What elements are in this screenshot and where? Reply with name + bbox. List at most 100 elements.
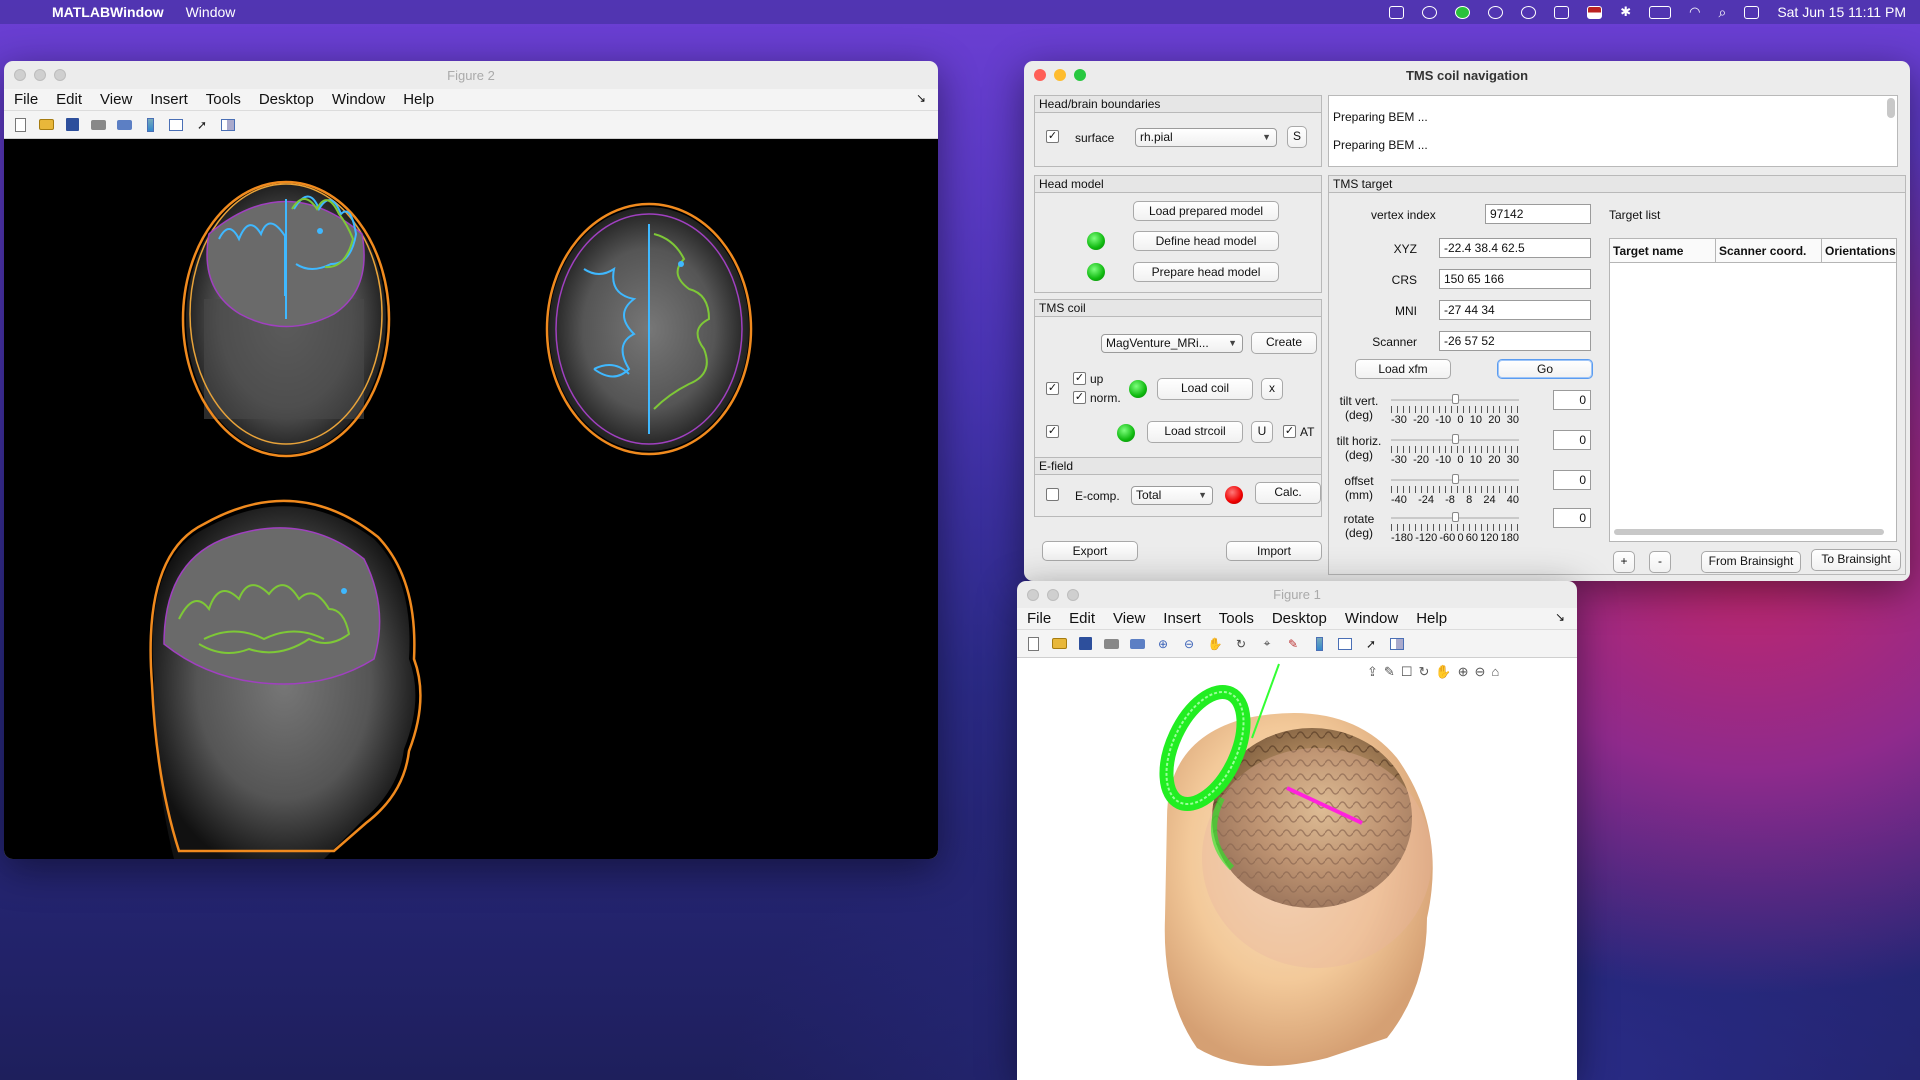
close-button[interactable] xyxy=(1034,69,1046,81)
up-checkbox[interactable]: ✓ xyxy=(1073,372,1086,385)
menu-edit[interactable]: Edit xyxy=(56,91,83,108)
flag-icon[interactable] xyxy=(1587,5,1603,19)
slider-value-input[interactable]: 0 xyxy=(1553,390,1591,410)
zoom-button[interactable] xyxy=(1074,69,1086,81)
rotate-icon[interactable]: ↻ xyxy=(1418,664,1430,679)
figure1-titlebar[interactable]: Figure 1 xyxy=(1017,581,1577,608)
menu-desktop[interactable]: Desktop xyxy=(1271,610,1327,627)
from-brainsight-button[interactable]: From Brainsight xyxy=(1701,551,1801,573)
figure2-canvas[interactable] xyxy=(4,139,938,859)
create-button[interactable]: Create xyxy=(1251,332,1317,354)
x-button[interactable]: x xyxy=(1261,378,1283,400)
print-icon[interactable] xyxy=(1101,635,1121,653)
save-icon[interactable] xyxy=(1075,635,1095,653)
export-button[interactable]: Export xyxy=(1042,541,1138,561)
define-head-model-button[interactable]: Define head model xyxy=(1133,231,1279,251)
crs-input[interactable]: 150 65 166 xyxy=(1439,269,1591,289)
data-cursor-icon[interactable]: ⌖ xyxy=(1263,636,1271,650)
menu-tools[interactable]: Tools xyxy=(1218,610,1254,627)
timemachine-icon[interactable] xyxy=(1488,5,1504,19)
search-icon[interactable]: ⌕ xyxy=(1718,3,1727,20)
legend-icon[interactable] xyxy=(166,116,186,134)
menu-edit[interactable]: Edit xyxy=(1069,610,1096,627)
col-orientations[interactable]: Orientations xyxy=(1825,244,1896,258)
s-button[interactable]: S xyxy=(1287,126,1307,148)
load-coil-button[interactable]: Load coil xyxy=(1157,378,1253,400)
brush-icon[interactable]: ✎ xyxy=(1383,664,1395,679)
surface-checkbox[interactable]: ✓ xyxy=(1046,130,1059,143)
norm-checkbox[interactable]: ✓ xyxy=(1073,391,1086,404)
load-prepared-model-button[interactable]: Load prepared model xyxy=(1133,201,1279,221)
orientation-slider[interactable]: -30 -20 -10 0 10 20 30 xyxy=(1391,394,1519,426)
datatip-icon[interactable]: ☐ xyxy=(1400,664,1413,679)
open-file-icon[interactable] xyxy=(36,116,56,134)
wifi-icon[interactable]: ◠ xyxy=(1689,4,1701,19)
remove-target-button[interactable]: - xyxy=(1649,551,1671,573)
new-figure-icon[interactable] xyxy=(1023,635,1043,653)
rotate-3d-icon[interactable]: ↻ xyxy=(1235,636,1247,651)
orientation-slider[interactable]: -30 -20 -10 0 10 20 30 xyxy=(1391,434,1519,466)
tms-titlebar[interactable]: TMS coil navigation xyxy=(1024,61,1910,89)
menu-view[interactable]: View xyxy=(1113,610,1146,627)
menu-window[interactable]: Window xyxy=(1344,610,1399,627)
menu-help[interactable]: Help xyxy=(1416,610,1448,627)
slider-value-input[interactable]: 0 xyxy=(1553,430,1591,450)
menu-file[interactable]: File xyxy=(1027,610,1052,627)
log-scrollbar[interactable] xyxy=(1887,98,1895,118)
menu-file[interactable]: File xyxy=(14,91,39,108)
slider-thumb[interactable] xyxy=(1451,512,1459,522)
menu-view[interactable]: View xyxy=(100,91,133,108)
slider-value-input[interactable]: 0 xyxy=(1553,508,1591,528)
pan-icon[interactable]: ✋ xyxy=(1435,664,1452,679)
add-target-button[interactable]: + xyxy=(1613,551,1635,573)
zoom-in-icon[interactable]: ⊕ xyxy=(1157,636,1169,651)
u-button[interactable]: U xyxy=(1251,421,1273,443)
slider-thumb[interactable] xyxy=(1451,474,1459,484)
menu-insert[interactable]: Insert xyxy=(1163,610,1201,627)
colorbar-icon[interactable] xyxy=(1309,635,1329,653)
pointer-icon[interactable]: ➚ xyxy=(1365,636,1377,651)
mni-input[interactable]: -27 44 34 xyxy=(1439,300,1591,320)
battery-icon[interactable] xyxy=(1649,5,1672,19)
target-list-table[interactable]: Target name Scanner coord. Orientations xyxy=(1609,238,1897,542)
print-preview-icon[interactable] xyxy=(114,116,134,134)
zoom-out-icon[interactable]: ⊖ xyxy=(1183,636,1195,651)
col-target-name[interactable]: Target name xyxy=(1610,239,1716,262)
vertex-index-input[interactable]: 97142 xyxy=(1485,204,1591,224)
menubar-clock[interactable]: Sat Jun 15 11:11 PM xyxy=(1777,4,1906,20)
minimize-button[interactable] xyxy=(1047,589,1059,601)
ecomp-checkbox[interactable] xyxy=(1046,488,1059,501)
slider-thumb[interactable] xyxy=(1451,394,1459,404)
go-button[interactable]: Go xyxy=(1497,359,1593,379)
close-button[interactable] xyxy=(14,69,26,81)
new-figure-icon[interactable] xyxy=(10,116,30,134)
app-name-menu[interactable]: MATLABWindow xyxy=(52,4,164,20)
control-center-icon[interactable] xyxy=(1744,5,1760,19)
cloud-icon[interactable] xyxy=(1422,5,1438,19)
at-checkbox[interactable]: ✓ xyxy=(1283,425,1296,438)
menu-desktop[interactable]: Desktop xyxy=(258,91,314,108)
col-scanner-coord[interactable]: Scanner coord. xyxy=(1716,239,1822,262)
ecomp-dropdown[interactable]: Total ▼ xyxy=(1131,486,1213,505)
close-button[interactable] xyxy=(1027,589,1039,601)
dock-arrow-icon[interactable]: ↘ xyxy=(1554,610,1565,624)
log-console[interactable]: Preparing BEM ... Preparing BEM ... xyxy=(1328,95,1898,167)
play-icon[interactable] xyxy=(1521,5,1537,19)
load-xfm-button[interactable]: Load xfm xyxy=(1355,359,1451,379)
open-file-icon[interactable] xyxy=(1049,635,1069,653)
coil-visible-checkbox[interactable]: ✓ xyxy=(1046,382,1059,395)
property-editor-icon[interactable] xyxy=(1387,635,1407,653)
load-strcoil-button[interactable]: Load strcoil xyxy=(1147,421,1243,443)
bluetooth-icon[interactable]: ✱ xyxy=(1620,4,1632,19)
colorbar-icon[interactable] xyxy=(140,116,160,134)
brush-icon[interactable]: ✎ xyxy=(1287,636,1299,651)
figure2-titlebar[interactable]: Figure 2 xyxy=(4,61,938,89)
home-icon[interactable]: ⌂ xyxy=(1491,664,1500,679)
coil-dropdown[interactable]: MagVenture_MRi... ▼ xyxy=(1101,334,1243,353)
export-icon[interactable]: ⇪ xyxy=(1367,664,1378,679)
minimize-button[interactable] xyxy=(34,69,46,81)
scanner-input[interactable]: -26 57 52 xyxy=(1439,331,1591,351)
print-icon[interactable] xyxy=(88,116,108,134)
menubar-window-menu[interactable]: Window xyxy=(185,4,236,20)
print-preview-icon[interactable] xyxy=(1127,635,1147,653)
